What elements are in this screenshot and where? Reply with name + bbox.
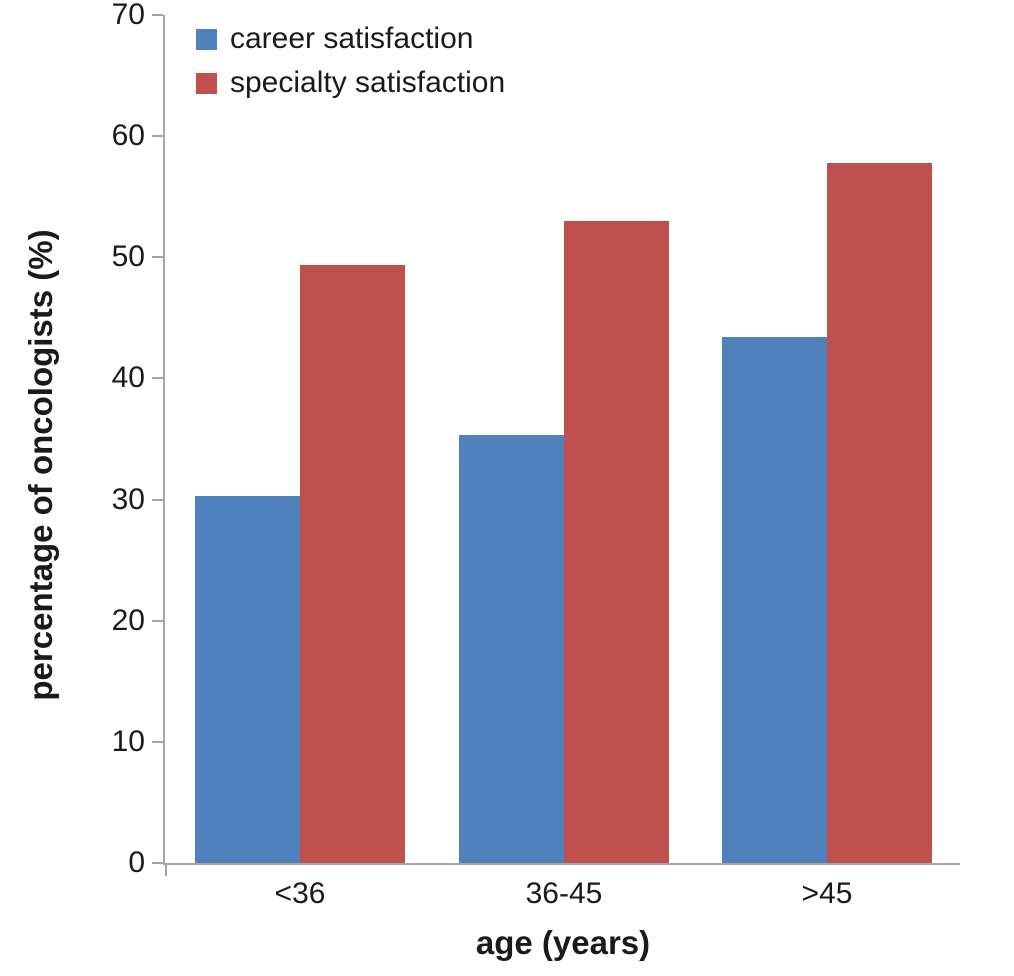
y-tick-label-50: 50 bbox=[111, 240, 145, 274]
bar-career-satisfaction-36-45 bbox=[459, 435, 564, 863]
y-tick-20 bbox=[152, 619, 163, 622]
legend-swatch-specialty-satisfaction bbox=[196, 72, 217, 94]
y-tick-0 bbox=[152, 862, 163, 864]
legend-item-specialty-satisfaction: specialty satisfaction bbox=[196, 66, 505, 100]
legend-label-specialty-satisfaction: specialty satisfaction bbox=[230, 66, 506, 99]
y-tick-label-0: 0 bbox=[128, 846, 145, 879]
bars-layer bbox=[165, 15, 960, 863]
x-axis-corner-tick bbox=[165, 865, 167, 876]
y-tick-label-30: 30 bbox=[111, 482, 145, 516]
legend-label-career-satisfaction: career satisfaction bbox=[230, 22, 474, 55]
y-axis-title: percentage of oncologists (%) bbox=[22, 229, 59, 701]
x-tick-label-2: 36-45 bbox=[525, 877, 603, 910]
y-tick-label-20: 20 bbox=[111, 603, 145, 637]
legend-item-career-satisfaction: career satisfaction bbox=[196, 22, 505, 56]
y-tick-label-70: 70 bbox=[111, 0, 145, 31]
bar-specialty-satisfaction->45 bbox=[827, 163, 932, 863]
legend-swatch-career-satisfaction bbox=[196, 28, 217, 50]
y-tick-30 bbox=[152, 498, 163, 501]
bar-specialty-satisfaction-<36 bbox=[300, 265, 405, 863]
bar-career-satisfaction-<36 bbox=[195, 496, 300, 863]
y-tick-label-60: 60 bbox=[111, 119, 145, 153]
y-tick-70 bbox=[152, 14, 163, 16]
y-tick-label-10: 10 bbox=[111, 724, 145, 758]
bar-specialty-satisfaction-36-45 bbox=[564, 221, 669, 863]
x-tick-label-1: <36 bbox=[274, 877, 326, 910]
plot-area: 0 10 20 30 40 50 60 70 <36 36-45 >45 bbox=[112, 0, 960, 910]
y-tick-label-40: 40 bbox=[111, 361, 145, 395]
bar-career-satisfaction->45 bbox=[722, 337, 827, 863]
y-tick-10 bbox=[152, 740, 163, 743]
legend: career satisfaction specialty satisfacti… bbox=[196, 22, 505, 110]
x-axis-title: age (years) bbox=[475, 924, 651, 961]
y-tick-50 bbox=[152, 256, 163, 259]
y-axis: 0 10 20 30 40 50 60 70 bbox=[112, 0, 960, 879]
x-tick-label-3: >45 bbox=[801, 877, 853, 910]
y-tick-40 bbox=[152, 377, 163, 380]
x-axis: <36 36-45 >45 bbox=[165, 15, 960, 910]
y-tick-60 bbox=[152, 135, 163, 138]
